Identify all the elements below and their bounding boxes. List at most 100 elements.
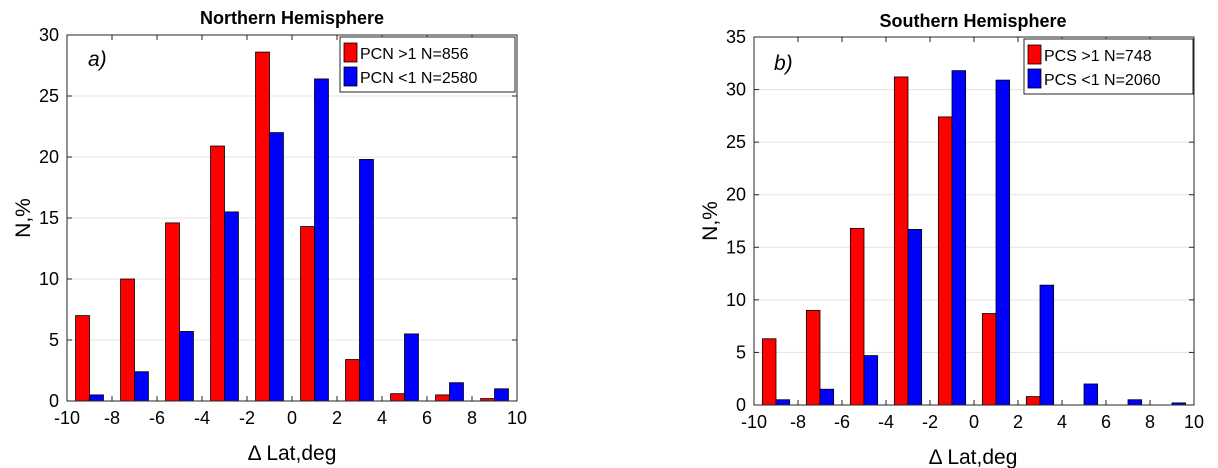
bar-north-s0-6 <box>345 359 360 402</box>
x-tick-label-north-7: 4 <box>377 408 387 428</box>
x-tick-label-south-7: 4 <box>1057 412 1067 432</box>
ticks-south: -10 -8 -6 -4 -2 0 2 4 6 8 10 0 5 10 15 20 25 30 35 <box>726 27 1204 432</box>
y-tick-label-south-0: 0 <box>736 395 746 415</box>
x-tick-label-north-10: 10 <box>507 408 527 428</box>
bar-south-s1-6 <box>1039 284 1055 406</box>
x-tick-label-north-3: -4 <box>194 408 210 428</box>
bar-north-s1-1 <box>134 371 149 402</box>
chart-title-north: Northern Hemisphere <box>200 8 384 28</box>
x-tick-label-south-3: -4 <box>878 412 894 432</box>
chart-panel-south: Southern Hemisphere -10 -8 -6 -4 -2 0 2 4 6 8 10 0 5… <box>699 11 1204 468</box>
panel-label-a: a) <box>88 48 107 71</box>
x-tick-label-south-0: -10 <box>741 412 767 432</box>
legend-label-north-1: PCN <1 N=2580 <box>360 70 478 87</box>
x-tick-label-south-10: 10 <box>1184 412 1204 432</box>
legend-box-south <box>1023 38 1194 95</box>
y-tick-label-south-7: 35 <box>726 27 746 47</box>
x-tick-label-south-2: -6 <box>834 412 850 432</box>
x-tick-label-south-9: 8 <box>1145 412 1155 432</box>
y-tick-label-south-6: 30 <box>726 80 746 100</box>
panel-label-b: b) <box>774 52 793 75</box>
bar-north-s0-3 <box>210 145 225 402</box>
bar-north-s0-5 <box>300 226 315 402</box>
y-tick-label-north-2: 10 <box>39 269 59 289</box>
grid-north <box>67 95 517 341</box>
legend-south: PCS >1 N=748 PCS <1 N=2060 <box>1023 38 1194 95</box>
bar-south-s1-5 <box>995 79 1011 406</box>
y-tick-label-south-5: 25 <box>726 132 746 152</box>
y-tick-label-north-5: 25 <box>39 86 59 106</box>
bar-north-s0-2 <box>165 222 180 402</box>
x-tick-label-north-5: 0 <box>287 408 297 428</box>
y-tick-label-north-4: 20 <box>39 147 59 167</box>
bar-north-s1-9 <box>494 388 509 402</box>
x-tick-label-south-5: 0 <box>969 412 979 432</box>
y-tick-label-north-3: 15 <box>39 208 59 228</box>
bar-south-s0-2 <box>849 227 865 406</box>
x-axis-label-south: Δ Lat,deg <box>929 446 1018 468</box>
bar-north-s1-8 <box>449 382 464 402</box>
x-tick-label-south-4: -2 <box>922 412 938 432</box>
bar-south-s0-4 <box>937 116 953 406</box>
bars-south <box>761 70 1187 406</box>
bar-north-s1-5 <box>314 78 329 402</box>
bar-south-s0-1 <box>805 309 821 406</box>
bar-north-s1-2 <box>179 331 194 402</box>
y-tick-label-south-4: 20 <box>726 185 746 205</box>
bar-south-s0-6 <box>1025 396 1041 406</box>
legend-swatch-south-0 <box>1027 44 1042 65</box>
bar-south-s1-2 <box>863 355 879 406</box>
legend-swatch-north-0 <box>343 42 358 63</box>
bar-south-s1-4 <box>951 70 967 406</box>
ticks-north: -10 -8 -6 -4 -2 0 2 4 6 8 10 0 5 10 15 20 25 30 <box>39 25 527 428</box>
y-axis-label-south: N,% <box>699 201 722 241</box>
y-tick-label-north-1: 5 <box>49 330 59 350</box>
chart-panel-north: Northern Hemisphere -10 -8 -6 -4 -2 0 2 4 6 8 10 0 5… <box>12 8 527 465</box>
x-tick-label-north-4: -2 <box>239 408 255 428</box>
legend-label-south-1: PCS <1 N=2060 <box>1044 72 1161 89</box>
x-tick-label-north-2: -6 <box>149 408 165 428</box>
bar-north-s0-8 <box>435 394 450 402</box>
bar-north-s1-0 <box>89 394 104 402</box>
bar-north-s1-4 <box>269 132 284 402</box>
bar-north-s0-1 <box>120 278 135 402</box>
bar-south-s1-8 <box>1127 399 1143 406</box>
y-tick-label-north-0: 0 <box>49 391 59 411</box>
bar-south-s1-0 <box>775 399 791 406</box>
y-tick-label-south-2: 10 <box>726 290 746 310</box>
legend-label-south-0: PCS >1 N=748 <box>1044 48 1152 65</box>
legend-swatch-south-1 <box>1027 68 1042 89</box>
bar-north-s1-7 <box>404 333 419 402</box>
x-tick-label-south-6: 2 <box>1013 412 1023 432</box>
x-tick-label-north-1: -8 <box>104 408 120 428</box>
legend-swatch-north-1 <box>343 66 358 87</box>
bar-south-s1-7 <box>1083 383 1099 406</box>
plot-frame-south <box>754 37 1194 405</box>
y-axis-label-north: N,% <box>12 198 35 238</box>
bar-south-s0-0 <box>761 338 777 406</box>
bar-south-s1-3 <box>907 229 923 406</box>
bar-south-s0-5 <box>981 313 997 406</box>
x-tick-label-south-1: -8 <box>790 412 806 432</box>
bar-south-s0-3 <box>893 76 909 406</box>
x-tick-label-north-9: 8 <box>467 408 477 428</box>
bar-south-s1-1 <box>819 388 835 406</box>
bar-north-s0-0 <box>75 315 90 402</box>
legend-box-north <box>339 36 516 93</box>
y-tick-label-north-6: 30 <box>39 25 59 45</box>
legend-label-north-0: PCN >1 N=856 <box>360 46 469 63</box>
bar-north-s0-4 <box>255 51 270 402</box>
bar-north-s1-3 <box>224 211 239 402</box>
y-tick-label-south-1: 5 <box>736 342 746 362</box>
bar-north-s1-6 <box>359 159 374 402</box>
x-tick-label-north-8: 6 <box>422 408 432 428</box>
x-tick-label-south-8: 6 <box>1101 412 1111 432</box>
legend-north: PCN >1 N=856 PCN <1 N=2580 <box>339 36 516 93</box>
y-tick-label-south-3: 15 <box>726 237 746 257</box>
chart-title-south: Southern Hemisphere <box>879 11 1066 31</box>
x-tick-label-north-6: 2 <box>332 408 342 428</box>
x-axis-label-north: Δ Lat,deg <box>248 442 337 465</box>
x-tick-label-north-0: -10 <box>54 408 80 428</box>
bar-north-s0-7 <box>390 393 405 402</box>
